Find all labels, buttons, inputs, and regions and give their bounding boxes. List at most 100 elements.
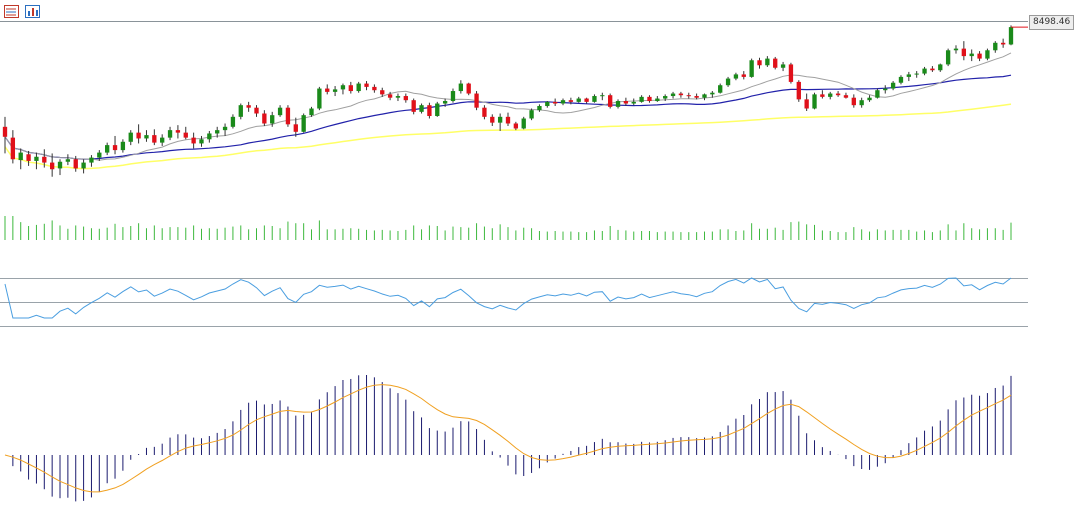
candle-body	[230, 116, 236, 127]
chart-settings-icon[interactable]	[25, 4, 41, 18]
candle-body	[419, 105, 424, 112]
candle-body	[136, 132, 141, 139]
candle-body	[883, 88, 888, 91]
candle-body	[380, 90, 385, 95]
ma-mid-line	[4, 74, 1012, 160]
candle-body	[301, 115, 306, 132]
list-view-icon[interactable]	[4, 4, 20, 18]
candle-body	[529, 110, 534, 119]
candle-body	[490, 116, 495, 123]
candle-body	[42, 156, 47, 163]
candle-body	[128, 132, 133, 142]
candle-body	[34, 156, 39, 161]
candle-body	[568, 100, 574, 102]
candle-body	[120, 141, 126, 151]
candle-body	[160, 137, 165, 143]
candle-body	[65, 159, 71, 162]
candle-body	[364, 83, 369, 87]
candle-body	[922, 68, 927, 74]
candle-body	[953, 48, 959, 51]
candle-body	[639, 96, 644, 102]
candle-body	[411, 100, 416, 112]
candle-body	[914, 73, 919, 75]
candle-body	[57, 161, 63, 169]
candle-body	[167, 130, 173, 138]
last-price-label: 8498.46	[1029, 15, 1075, 30]
candle-body	[631, 101, 636, 104]
candle-body	[1000, 42, 1006, 45]
candle-body	[757, 60, 762, 66]
candle-body	[773, 58, 778, 68]
candle-body	[647, 96, 652, 102]
candle-body	[10, 137, 16, 160]
candle-body	[670, 93, 676, 97]
candle-body	[215, 130, 220, 134]
candle-body	[144, 135, 149, 139]
candle-body	[97, 152, 102, 158]
candle-body	[977, 53, 982, 59]
candle-body	[18, 152, 23, 161]
candle-body	[505, 116, 511, 124]
candle-body	[270, 115, 275, 124]
candle-body	[560, 100, 566, 104]
candle-body	[497, 116, 503, 123]
candle-body	[191, 137, 196, 144]
candle-body	[254, 107, 259, 114]
candle-body	[655, 98, 660, 102]
candle-body	[733, 74, 739, 79]
candle-body	[859, 100, 864, 106]
candle-body	[466, 83, 471, 94]
candle-body	[175, 130, 181, 133]
candle-body	[600, 95, 605, 97]
candle-body	[615, 101, 621, 107]
candle-body	[73, 159, 78, 169]
candle-body	[710, 92, 715, 95]
candle-body	[741, 74, 746, 77]
candle-body	[985, 50, 990, 59]
ma-slow-line	[4, 103, 1012, 170]
candle-body	[199, 139, 204, 144]
candle-body	[961, 48, 967, 57]
candle-body	[513, 123, 519, 129]
candle-body	[435, 103, 440, 116]
candle-body	[694, 96, 699, 98]
candle-body	[812, 94, 817, 109]
candle-body	[317, 88, 322, 109]
candle-body	[545, 101, 550, 107]
candle-body	[332, 89, 338, 92]
candle-body	[309, 108, 314, 116]
candle-body	[238, 105, 243, 117]
candle-body	[843, 95, 849, 98]
candle-body	[780, 64, 786, 68]
candle-body	[395, 96, 401, 98]
candle-body	[474, 93, 479, 108]
candle-body	[608, 95, 613, 107]
candle-body	[718, 85, 723, 93]
candle-body	[372, 86, 377, 91]
candle-body	[552, 101, 558, 104]
candle-body	[26, 154, 31, 161]
candle-body	[152, 135, 157, 143]
candle-body	[246, 105, 251, 108]
chart-settings-glyph	[25, 5, 40, 18]
candle-body	[450, 91, 456, 102]
candle-body	[804, 99, 809, 109]
candle-body	[277, 107, 283, 116]
candle-body	[875, 90, 880, 98]
candle-body	[993, 42, 998, 51]
candle-body	[112, 145, 118, 151]
candle-body	[81, 162, 86, 169]
candle-body	[2, 126, 8, 137]
candle-body	[765, 58, 770, 66]
candle-body	[678, 93, 684, 96]
candle-body	[890, 82, 896, 89]
list-view-glyph	[4, 5, 19, 18]
candle-body	[285, 107, 291, 125]
candle-body	[584, 98, 589, 102]
candle-body	[348, 85, 353, 92]
candle-body	[930, 68, 935, 71]
candle-body	[403, 96, 408, 101]
candle-body	[725, 78, 731, 86]
candle-body	[521, 118, 526, 129]
